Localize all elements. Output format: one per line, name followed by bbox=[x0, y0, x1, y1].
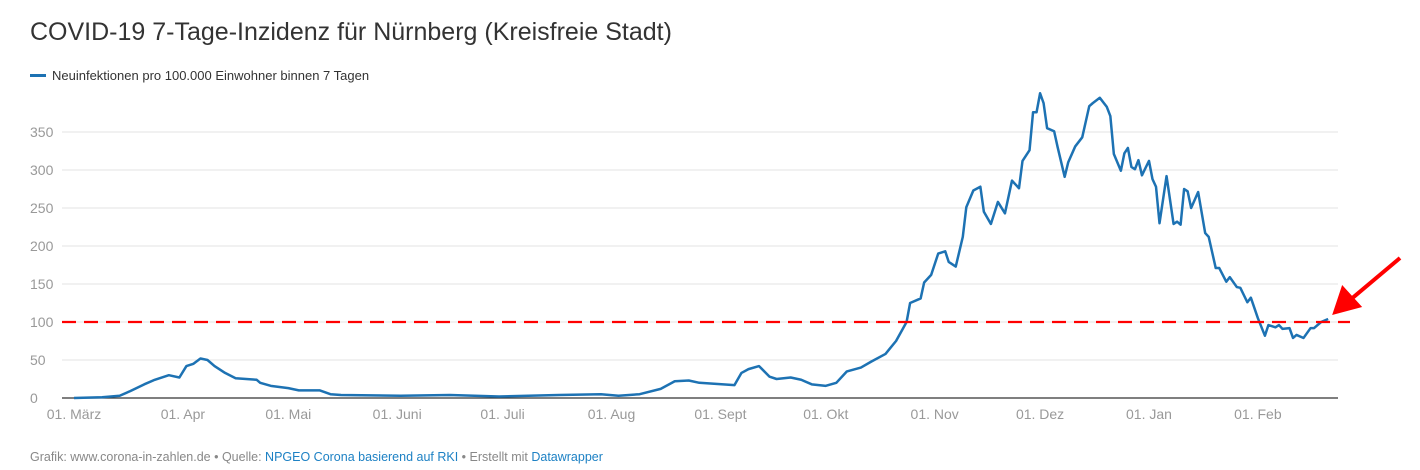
y-tick-label: 100 bbox=[30, 314, 54, 330]
legend: Neuinfektionen pro 100.000 Einwohner bin… bbox=[30, 68, 369, 83]
x-tick-label: 01. Jan bbox=[1126, 406, 1172, 422]
x-tick-label: 01. Okt bbox=[803, 406, 848, 422]
y-tick-label: 50 bbox=[30, 352, 46, 368]
x-tick-label: 01. Apr bbox=[161, 406, 206, 422]
line-chart: 0 50 100 150 200 250 300 350 01. März 01. Apr 01. … bbox=[30, 91, 1402, 422]
chart-title: COVID-19 7-Tage-Inzidenz für Nürnberg (K… bbox=[30, 18, 672, 46]
series-line bbox=[73, 91, 1329, 400]
y-tick-label: 300 bbox=[30, 162, 54, 178]
y-tick-label: 250 bbox=[30, 200, 54, 216]
y-tick-label: 350 bbox=[30, 124, 54, 140]
x-tick-label: 01. Juni bbox=[373, 406, 422, 422]
x-tick-label: 01. Juli bbox=[480, 406, 524, 422]
x-tick-label: 01. Aug bbox=[588, 406, 636, 422]
footer: Grafik: www.corona-in-zahlen.de • Quelle… bbox=[30, 450, 603, 464]
x-tick-label: 01. Mai bbox=[265, 406, 311, 422]
x-tick-label: 01. März bbox=[47, 406, 101, 422]
red-arrow-annotation bbox=[1332, 256, 1402, 315]
footer-middle: • Erstellt mit bbox=[458, 450, 532, 464]
x-tick-label: 01. Dez bbox=[1016, 406, 1064, 422]
legend-label: Neuinfektionen pro 100.000 Einwohner bin… bbox=[52, 68, 370, 83]
y-tick-label: 0 bbox=[30, 390, 38, 406]
datawrapper-link[interactable]: Datawrapper bbox=[531, 450, 603, 464]
arrow-head bbox=[1332, 284, 1363, 315]
y-tick-label: 150 bbox=[30, 276, 54, 292]
x-tick-label: 01. Nov bbox=[911, 406, 959, 422]
legend-swatch bbox=[30, 74, 46, 77]
source-link[interactable]: NPGEO Corona basierend auf RKI bbox=[265, 450, 459, 464]
arrow-shaft bbox=[1348, 256, 1402, 302]
y-tick-label: 200 bbox=[30, 238, 54, 254]
x-tick-label: 01. Feb bbox=[1234, 406, 1282, 422]
x-tick-label: 01. Sept bbox=[694, 406, 746, 422]
footer-prefix: Grafik: www.corona-in-zahlen.de • Quelle… bbox=[30, 450, 266, 464]
